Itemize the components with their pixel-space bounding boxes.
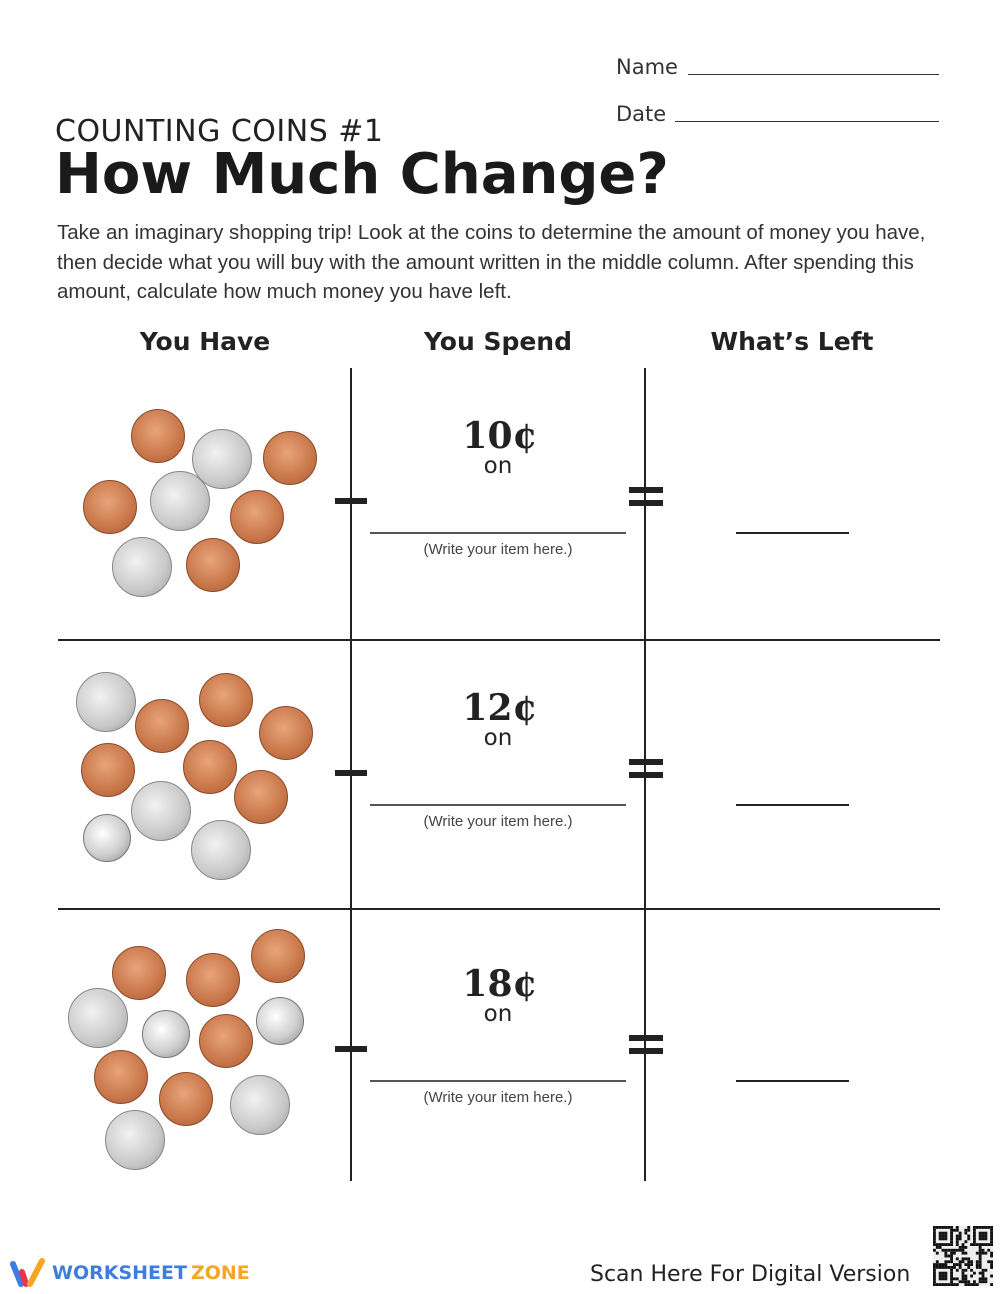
dime-coin — [142, 1010, 190, 1058]
equals-sign-top — [629, 759, 663, 765]
minus-sign — [335, 770, 367, 776]
equals-sign-bottom — [629, 500, 663, 506]
nickel-coin — [230, 1075, 290, 1135]
answer-line[interactable] — [736, 532, 849, 534]
penny-coin — [159, 1072, 213, 1126]
spend-amount: 18¢ — [462, 963, 538, 1005]
nickel-coin — [150, 471, 210, 531]
item-hint: (Write your item here.) — [423, 813, 573, 830]
spend-on-label: on — [483, 453, 513, 479]
row-divider — [58, 908, 940, 910]
spend-on-label: on — [483, 1001, 513, 1027]
subtitle: COUNTING COINS #1 — [55, 114, 384, 149]
column-header-you-have: You Have — [139, 327, 271, 356]
spend-on-label: on — [483, 725, 513, 751]
row-divider — [58, 639, 940, 641]
equals-sign-bottom — [629, 1048, 663, 1054]
spend-amount: 12¢ — [462, 687, 538, 729]
penny-coin — [230, 490, 284, 544]
nickel-coin — [112, 537, 172, 597]
name-field[interactable] — [688, 74, 939, 75]
equals-sign-top — [629, 487, 663, 493]
item-hint: (Write your item here.) — [423, 1089, 573, 1106]
penny-coin — [81, 743, 135, 797]
item-hint: (Write your item here.) — [423, 541, 573, 558]
penny-coin — [186, 538, 240, 592]
instructions: Take an imaginary shopping trip! Look at… — [57, 221, 926, 303]
penny-coin — [131, 409, 185, 463]
column-header-you-spend: You Spend — [423, 327, 573, 356]
nickel-coin — [76, 672, 136, 732]
scan-text: Scan Here For Digital Version — [590, 1262, 911, 1287]
equals-sign-bottom — [629, 772, 663, 778]
logo-icon — [10, 1258, 45, 1287]
penny-coin — [251, 929, 305, 983]
name-label: Name — [616, 55, 678, 79]
logo-text-zone: ZONE — [190, 1262, 250, 1284]
minus-sign — [335, 1046, 367, 1052]
nickel-coin — [68, 988, 128, 1048]
page-title: How Much Change? — [55, 142, 669, 207]
column-header-whats-left: What’s Left — [710, 327, 874, 356]
penny-coin — [112, 946, 166, 1000]
penny-coin — [263, 431, 317, 485]
nickel-coin — [191, 820, 251, 880]
penny-coin — [94, 1050, 148, 1104]
date-field[interactable] — [675, 121, 939, 122]
penny-coin — [183, 740, 237, 794]
nickel-coin — [131, 781, 191, 841]
penny-coin — [199, 673, 253, 727]
item-write-line[interactable] — [370, 804, 626, 806]
nickel-coin — [105, 1110, 165, 1170]
dime-coin — [83, 814, 131, 862]
penny-coin — [135, 699, 189, 753]
worksheetzone-logo: WORKSHEET ZONE — [10, 1258, 250, 1288]
penny-coin — [83, 480, 137, 534]
penny-coin — [259, 706, 313, 760]
minus-sign — [335, 498, 367, 504]
logo-text-worksheet: WORKSHEET — [52, 1262, 187, 1284]
spend-amount: 10¢ — [462, 415, 538, 457]
answer-line[interactable] — [736, 1080, 849, 1082]
penny-coin — [199, 1014, 253, 1068]
dime-coin — [256, 997, 304, 1045]
item-write-line[interactable] — [370, 532, 626, 534]
nickel-coin — [192, 429, 252, 489]
penny-coin — [234, 770, 288, 824]
qr-code[interactable] — [933, 1226, 993, 1286]
penny-coin — [186, 953, 240, 1007]
item-write-line[interactable] — [370, 1080, 626, 1082]
answer-line[interactable] — [736, 804, 849, 806]
date-label: Date — [616, 102, 667, 126]
equals-sign-top — [629, 1035, 663, 1041]
